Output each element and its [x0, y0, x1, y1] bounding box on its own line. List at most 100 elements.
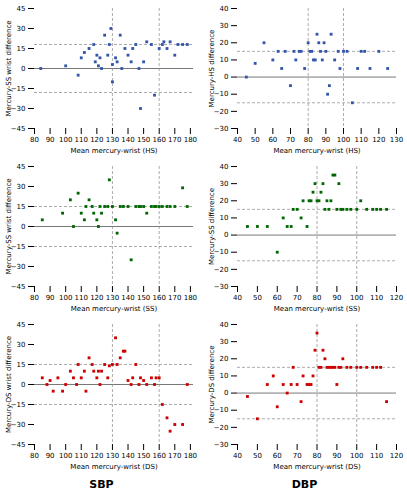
svg-text:90: 90 [332, 294, 341, 302]
svg-text:120: 120 [90, 452, 103, 460]
svg-text:0: 0 [21, 65, 25, 73]
svg-text:40: 40 [233, 294, 242, 302]
svg-text:0: 0 [224, 389, 228, 397]
svg-text:Mercury-SS difference: Mercury-SS difference [208, 188, 216, 265]
svg-text:Mean mercury-wrist (DS): Mean mercury-wrist (DS) [70, 463, 158, 471]
svg-text:70: 70 [293, 452, 302, 460]
svg-text:0: 0 [224, 231, 228, 239]
svg-text:10: 10 [220, 214, 229, 222]
svg-text:130: 130 [390, 136, 403, 144]
svg-text:120: 120 [90, 294, 103, 302]
svg-text:30: 30 [220, 22, 229, 30]
svg-text:40: 40 [233, 136, 242, 144]
svg-text:20: 20 [220, 39, 229, 47]
svg-text:140: 140 [121, 136, 134, 144]
svg-text:120: 120 [390, 452, 403, 460]
svg-text:0: 0 [224, 73, 228, 81]
svg-text:150: 150 [137, 452, 150, 460]
svg-text:140: 140 [121, 452, 134, 460]
svg-text:Mercury-DS wrist difference: Mercury-DS wrist difference [5, 336, 13, 433]
svg-text:45: 45 [17, 163, 26, 171]
svg-text:Mercury-SS wrist difference: Mercury-SS wrist difference [5, 20, 13, 116]
svg-text:0: 0 [21, 381, 25, 389]
svg-text:60: 60 [273, 294, 282, 302]
svg-text:100: 100 [59, 452, 72, 460]
svg-text:−20: −20 [214, 266, 229, 274]
svg-text:30: 30 [220, 180, 229, 188]
svg-text:30: 30 [17, 341, 26, 349]
svg-text:160: 160 [153, 452, 166, 460]
svg-text:80: 80 [30, 294, 39, 302]
svg-text:110: 110 [75, 136, 88, 144]
svg-text:45: 45 [17, 321, 26, 329]
svg-text:110: 110 [370, 294, 383, 302]
svg-text:90: 90 [46, 294, 55, 302]
svg-text:100: 100 [59, 136, 72, 144]
svg-text:−30: −30 [214, 125, 229, 133]
svg-text:100: 100 [59, 294, 72, 302]
svg-text:100: 100 [350, 294, 363, 302]
svg-text:50: 50 [253, 452, 262, 460]
svg-text:15: 15 [17, 361, 26, 369]
svg-text:130: 130 [106, 452, 119, 460]
svg-text:10: 10 [220, 372, 229, 380]
svg-text:180: 180 [184, 452, 197, 460]
svg-text:180: 180 [184, 294, 197, 302]
svg-text:130: 130 [106, 294, 119, 302]
svg-text:10: 10 [220, 56, 229, 64]
svg-text:130: 130 [106, 136, 119, 144]
svg-text:Mean mercury-wrist (HS): Mean mercury-wrist (HS) [70, 147, 157, 155]
svg-text:50: 50 [253, 294, 262, 302]
svg-text:100: 100 [337, 136, 350, 144]
svg-text:170: 170 [168, 294, 181, 302]
svg-text:170: 170 [168, 136, 181, 144]
svg-text:150: 150 [137, 136, 150, 144]
svg-text:110: 110 [354, 136, 367, 144]
svg-text:150: 150 [137, 294, 150, 302]
svg-text:160: 160 [153, 136, 166, 144]
svg-text:120: 120 [372, 136, 385, 144]
svg-text:90: 90 [46, 452, 55, 460]
svg-text:30: 30 [17, 183, 26, 191]
svg-text:Mercury-DS difference: Mercury-DS difference [208, 346, 216, 424]
svg-text:110: 110 [75, 452, 88, 460]
svg-text:40: 40 [220, 321, 229, 329]
svg-text:80: 80 [30, 452, 39, 460]
svg-text:15: 15 [17, 203, 26, 211]
svg-text:40: 40 [233, 452, 242, 460]
svg-text:Mean mercury-wrist (SS): Mean mercury-wrist (SS) [71, 305, 158, 313]
svg-text:90: 90 [46, 136, 55, 144]
svg-text:170: 170 [168, 452, 181, 460]
svg-text:80: 80 [313, 294, 322, 302]
svg-text:80: 80 [313, 452, 322, 460]
svg-text:60: 60 [268, 136, 277, 144]
svg-text:−30: −30 [214, 283, 229, 291]
svg-text:30: 30 [220, 338, 229, 346]
svg-text:−45: −45 [11, 283, 26, 291]
svg-text:−45: −45 [11, 125, 26, 133]
svg-text:50: 50 [251, 136, 260, 144]
svg-text:140: 140 [121, 294, 134, 302]
svg-text:60: 60 [273, 452, 282, 460]
svg-text:40: 40 [220, 163, 229, 171]
svg-text:120: 120 [90, 136, 103, 144]
svg-text:Mercury-SS wrist difference: Mercury-SS wrist difference [5, 178, 13, 274]
svg-text:Mean mercury-wrist (HS): Mean mercury-wrist (HS) [273, 147, 360, 155]
svg-text:110: 110 [75, 294, 88, 302]
svg-text:45: 45 [17, 5, 26, 13]
svg-text:110: 110 [370, 452, 383, 460]
svg-text:−45: −45 [11, 441, 26, 449]
svg-text:160: 160 [153, 294, 166, 302]
svg-text:0: 0 [21, 223, 25, 231]
svg-text:90: 90 [321, 136, 330, 144]
svg-text:20: 20 [220, 197, 229, 205]
svg-text:30: 30 [17, 25, 26, 33]
svg-text:−30: −30 [214, 441, 229, 449]
svg-text:120: 120 [390, 294, 403, 302]
svg-text:80: 80 [304, 136, 313, 144]
svg-text:Mercury-HS difference: Mercury-HS difference [208, 30, 216, 108]
svg-text:70: 70 [286, 136, 295, 144]
svg-text:20: 20 [220, 355, 229, 363]
svg-text:70: 70 [293, 294, 302, 302]
svg-text:Mean mercury-wrist (DS): Mean mercury-wrist (DS) [273, 463, 361, 471]
